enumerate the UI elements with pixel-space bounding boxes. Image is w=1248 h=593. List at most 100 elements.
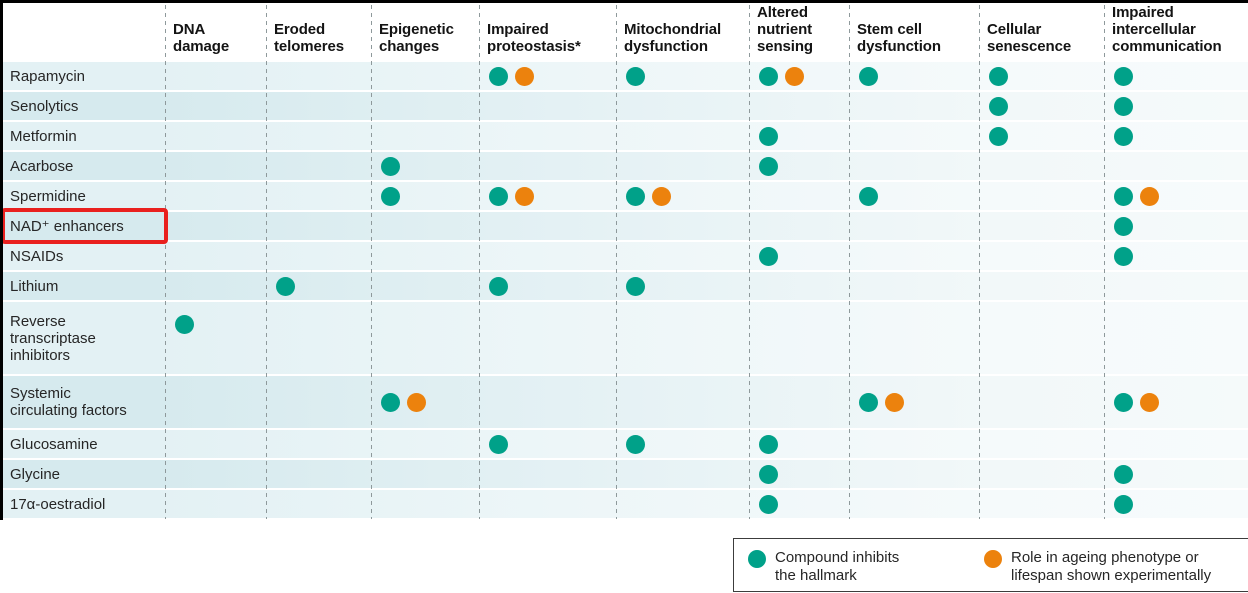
hallmark-cell <box>749 152 849 180</box>
hallmark-cell <box>616 430 749 458</box>
highlight-box-nad-enhancers <box>1 208 168 244</box>
compound-row: Metformin <box>0 122 1248 150</box>
column-header: Altered nutrient sensing <box>757 4 813 55</box>
legend-label-inhibits: Compound inhibits the hallmark <box>775 549 899 585</box>
hallmark-cell <box>1104 62 1248 90</box>
hallmark-cell <box>1104 122 1248 150</box>
inhibits-dot <box>381 186 400 206</box>
legend-label-experimental: Role in ageing phenotype or lifespan sho… <box>1011 549 1211 585</box>
row-label: Lithium <box>10 277 59 295</box>
inhibits-dot <box>989 126 1008 146</box>
hallmark-cell <box>749 122 849 150</box>
inhibits-dot <box>1114 246 1133 266</box>
row-label: Acarbose <box>10 157 74 175</box>
inhibits-dot <box>626 66 645 86</box>
column-header: Mitochondrial dysfunction <box>624 21 722 55</box>
column-header-row: DNA damage Eroded telomeres Epigenetic change… <box>0 0 1248 62</box>
experimental-dot <box>1140 392 1159 412</box>
row-label: Senolytics <box>10 97 79 115</box>
inhibits-dot <box>859 66 878 86</box>
hallmark-cell <box>479 62 616 90</box>
row-label: Reverse transcriptase inhibitors <box>10 312 96 364</box>
row-label: Metformin <box>10 127 77 145</box>
hallmark-cell <box>479 430 616 458</box>
hallmark-cell <box>616 182 749 210</box>
hallmark-cell <box>979 62 1104 90</box>
column-header: Impaired proteostasis* <box>487 21 581 55</box>
hallmark-cell <box>371 182 479 210</box>
hallmark-cell <box>749 490 849 518</box>
inhibits-dot <box>489 434 508 454</box>
inhibits-dot <box>175 315 194 334</box>
hallmark-cell <box>616 62 749 90</box>
inhibits-dot <box>859 392 878 412</box>
row-label: Glycine <box>10 465 61 483</box>
inhibits-dot <box>759 66 778 86</box>
inhibits-dot <box>759 494 778 514</box>
experimental-dot <box>785 66 804 86</box>
hallmark-cell <box>266 272 371 300</box>
compound-row: NSAIDs <box>0 242 1248 270</box>
compound-row: NAD⁺ enhancers <box>0 212 1248 240</box>
hallmark-cell <box>1104 460 1248 488</box>
legend-item-experimental: Role in ageing phenotype or lifespan sho… <box>984 549 1211 585</box>
column-separator <box>749 5 750 519</box>
inhibits-dot <box>1114 494 1133 514</box>
inhibits-dot <box>859 186 878 206</box>
experimental-dot <box>407 392 426 412</box>
column-separator <box>266 5 267 519</box>
compound-row: 17α-oestradiol <box>0 490 1248 518</box>
hallmark-cell <box>979 92 1104 120</box>
column-separator <box>1104 5 1105 519</box>
column-separator <box>849 5 850 519</box>
row-label: Rapamycin <box>10 67 86 85</box>
hallmark-cell <box>479 182 616 210</box>
hallmark-cell <box>749 242 849 270</box>
hallmark-cell <box>1104 92 1248 120</box>
hallmark-cell <box>371 376 479 428</box>
column-separator <box>979 5 980 519</box>
compound-row: Acarbose <box>0 152 1248 180</box>
hallmark-cell <box>165 302 266 374</box>
hallmark-cell <box>1104 212 1248 240</box>
column-header: DNA damage <box>173 21 230 55</box>
compound-row: Glucosamine <box>0 430 1248 458</box>
column-separator <box>479 5 480 519</box>
column-separator <box>616 5 617 519</box>
inhibits-dot <box>1114 464 1133 484</box>
compound-row: Reverse transcriptase inhibitors <box>0 302 1248 374</box>
hallmark-cell <box>849 62 979 90</box>
hallmark-cell <box>749 430 849 458</box>
column-separator <box>371 5 372 519</box>
legend-inhibits-line2: the hallmark <box>775 567 857 584</box>
compound-row: Senolytics <box>0 92 1248 120</box>
hallmark-cell <box>1104 376 1248 428</box>
compound-row: Glycine <box>0 460 1248 488</box>
inhibits-dot-icon <box>748 550 766 568</box>
experimental-dot-icon <box>984 550 1002 568</box>
legend-item-inhibits: Compound inhibits the hallmark <box>748 549 899 585</box>
hallmark-cell <box>849 376 979 428</box>
inhibits-dot <box>759 464 778 484</box>
hallmark-cell <box>479 272 616 300</box>
row-label: 17α-oestradiol <box>10 495 106 513</box>
column-header: Epigenetic changes <box>379 21 454 55</box>
hallmark-cell <box>749 460 849 488</box>
inhibits-dot <box>276 276 295 296</box>
inhibits-dot <box>759 156 778 176</box>
legend-box: Compound inhibits the hallmark Role in a… <box>733 538 1248 592</box>
row-label: NSAIDs <box>10 247 64 265</box>
hallmark-cell <box>849 182 979 210</box>
inhibits-dot <box>989 96 1008 116</box>
hallmark-cell <box>1104 490 1248 518</box>
inhibits-dot <box>1114 186 1133 206</box>
experimental-dot <box>515 186 534 206</box>
inhibits-dot <box>759 246 778 266</box>
inhibits-dot <box>1114 66 1133 86</box>
column-header: Stem cell dysfunction <box>857 21 941 55</box>
inhibits-dot <box>489 276 508 296</box>
row-label: NAD⁺ enhancers <box>10 217 124 235</box>
hallmark-cell <box>616 272 749 300</box>
experimental-dot <box>652 186 671 206</box>
